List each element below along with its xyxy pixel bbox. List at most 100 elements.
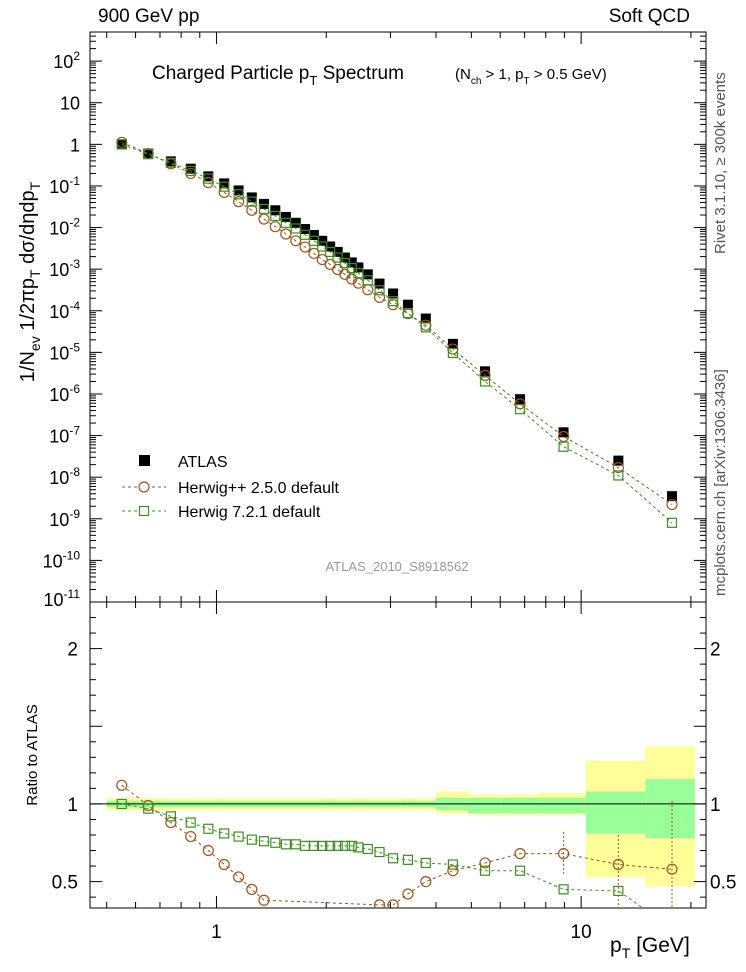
y-tick-label: 1 bbox=[70, 135, 80, 155]
data-point bbox=[116, 798, 127, 810]
data-point bbox=[246, 883, 258, 895]
data-point bbox=[447, 859, 458, 870]
data-point bbox=[299, 229, 311, 240]
data-point bbox=[558, 884, 569, 895]
data-point bbox=[299, 241, 311, 253]
y-tick-label: 10-2 bbox=[49, 216, 80, 239]
data-point bbox=[325, 246, 336, 257]
data-point bbox=[557, 848, 570, 860]
data-point bbox=[317, 235, 328, 246]
band-inner bbox=[645, 779, 695, 839]
data-point bbox=[447, 347, 458, 359]
data-point bbox=[219, 828, 230, 839]
y-tick-label: 10-10 bbox=[43, 548, 81, 571]
chart-subtitle: (Nch > 1, pT > 0.5 GeV) bbox=[455, 66, 607, 87]
data-point bbox=[387, 296, 399, 307]
band-inner bbox=[468, 797, 501, 814]
data-point bbox=[387, 299, 399, 311]
y-tick-label-right: 1 bbox=[710, 795, 721, 816]
data-point bbox=[362, 843, 373, 855]
y-tick-label: 2 bbox=[67, 640, 78, 661]
data-point bbox=[202, 844, 214, 857]
legend-label: ATLAS bbox=[178, 454, 228, 471]
data-point bbox=[613, 455, 624, 466]
y-tick-label-right: 0.5 bbox=[710, 873, 736, 894]
legend-marker bbox=[139, 455, 150, 466]
data-point bbox=[479, 857, 491, 869]
data-point bbox=[402, 854, 414, 865]
data-point bbox=[185, 817, 196, 828]
data-point bbox=[219, 181, 230, 192]
watermark: ATLAS_2010_S8918562 bbox=[326, 559, 469, 574]
data-point bbox=[218, 186, 230, 198]
data-point bbox=[324, 258, 336, 271]
band-inner bbox=[585, 791, 646, 834]
data-point bbox=[332, 263, 344, 276]
data-point bbox=[479, 369, 491, 381]
y-tick-label: 10-6 bbox=[49, 382, 80, 405]
data-point bbox=[387, 853, 399, 864]
data-point bbox=[246, 196, 257, 207]
data-point bbox=[374, 846, 385, 858]
data-point bbox=[420, 857, 431, 869]
data-point bbox=[165, 816, 177, 829]
data-point bbox=[317, 840, 328, 851]
band-inner bbox=[537, 797, 586, 814]
data-point bbox=[316, 253, 328, 266]
rivet-label: Rivet 3.1.10, ≥ 300k events bbox=[712, 72, 729, 254]
x-tick-label: 1 bbox=[211, 922, 222, 943]
data-point bbox=[300, 224, 311, 235]
y-tick-label: 10-1 bbox=[49, 174, 80, 197]
ratio-series bbox=[116, 779, 678, 908]
data-point bbox=[203, 173, 214, 184]
data-point bbox=[233, 189, 244, 200]
main-panel: 10-10 10-9 10-8 10-7 10-6 10-5 10-4 10-3 10-2 10-… bbox=[17, 31, 707, 610]
data-point bbox=[332, 252, 343, 263]
data-point bbox=[558, 441, 569, 452]
data-point bbox=[362, 284, 374, 296]
data-point bbox=[232, 871, 245, 883]
data-point bbox=[666, 498, 678, 511]
series-line bbox=[121, 143, 673, 524]
data-point bbox=[203, 171, 214, 182]
ratio-y-label: Ratio to ATLAS bbox=[24, 704, 41, 805]
data-point bbox=[666, 517, 678, 528]
data-point bbox=[480, 366, 491, 377]
data-point bbox=[258, 213, 270, 225]
data-point bbox=[332, 840, 343, 851]
ratio-panel: 0.5 0.5 1 1 2 2 1 10 pT [GeV] Ratio to ATLAS bbox=[24, 601, 736, 961]
data-point bbox=[325, 840, 336, 851]
data-point bbox=[420, 313, 431, 324]
data-point bbox=[420, 322, 431, 333]
legend-label: Herwig 7.2.1 default bbox=[178, 504, 321, 521]
data-point bbox=[219, 178, 230, 189]
data-point bbox=[402, 888, 414, 900]
y-tick-label: 0.5 bbox=[52, 873, 78, 894]
data-point bbox=[308, 247, 320, 259]
data-point bbox=[362, 269, 373, 280]
data-point bbox=[613, 885, 624, 897]
data-point bbox=[667, 491, 678, 502]
data-point bbox=[388, 288, 399, 299]
data-point bbox=[280, 839, 291, 850]
legend-label: Herwig++ 2.5.0 default bbox=[178, 480, 340, 497]
mcplots-label: mcplots.cern.ch [arXiv:1306.3436] bbox=[712, 369, 729, 596]
data-point bbox=[420, 875, 432, 888]
data-point bbox=[339, 840, 350, 851]
data-point bbox=[143, 148, 154, 159]
y-tick-label: 10-4 bbox=[49, 299, 80, 322]
y-axis-label: 1/Nev 1/2πpT dσ/dηdpT bbox=[17, 181, 43, 382]
data-point bbox=[258, 203, 270, 215]
data-point bbox=[270, 837, 281, 848]
data-point bbox=[269, 221, 281, 233]
y-tick-label-right: 2 bbox=[710, 640, 721, 661]
y-tick-label: 10-3 bbox=[49, 257, 80, 280]
data-point bbox=[143, 149, 154, 160]
data-point bbox=[373, 899, 386, 908]
data-point bbox=[402, 299, 413, 310]
header-right: Soft QCD bbox=[608, 6, 690, 27]
data-point bbox=[373, 291, 386, 303]
data-point bbox=[353, 268, 364, 279]
data-point bbox=[558, 427, 569, 438]
series-line bbox=[121, 784, 673, 906]
